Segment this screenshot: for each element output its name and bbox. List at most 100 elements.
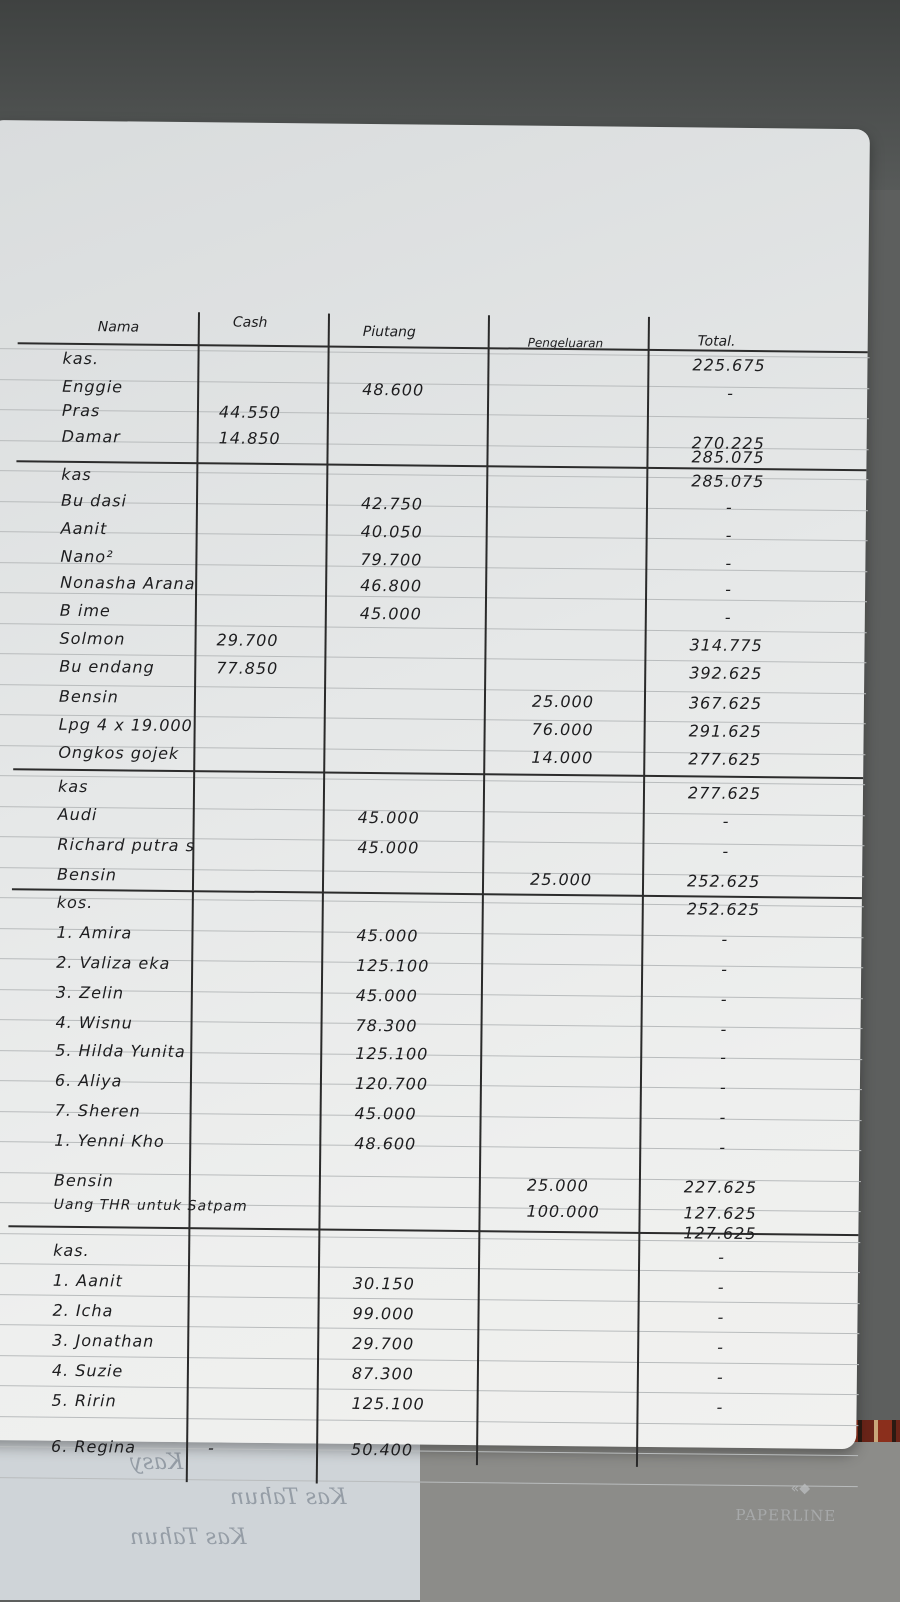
row-total: -	[722, 841, 730, 861]
row-name: Nonasha Arana	[60, 572, 196, 594]
row-pengeluaran: 76.000	[531, 719, 594, 740]
column-divider	[635, 316, 650, 1467]
ruled-line	[0, 1079, 862, 1091]
row-pengeluaran: 14.000	[531, 747, 594, 768]
row-name: 7. Sheren	[54, 1100, 141, 1121]
row-total: -	[722, 811, 730, 831]
row-name: 6. Regina	[51, 1436, 137, 1457]
row-piutang: 30.150	[352, 1273, 415, 1294]
row-name: kas.	[62, 348, 100, 369]
header-cash: Cash	[232, 314, 268, 331]
row-total: -	[717, 1337, 725, 1357]
row-name: Pras	[61, 400, 101, 421]
back-note-text: Kasy	[130, 1450, 184, 1475]
header-piutang: Piutang	[362, 323, 416, 341]
ruled-line	[0, 1415, 859, 1426]
ruled-line	[0, 1293, 860, 1304]
ruled-line	[0, 591, 868, 603]
ruled-line	[0, 988, 863, 999]
row-piutang: 45.000	[357, 807, 420, 828]
row-total: -	[725, 553, 733, 573]
row-name: 1. Aanit	[52, 1270, 123, 1291]
row-name: 2. Icha	[52, 1300, 114, 1321]
row-piutang: 50.400	[350, 1439, 414, 1460]
row-total: -	[718, 1247, 726, 1267]
row-name: B ime	[59, 600, 111, 621]
row-total: -	[721, 959, 729, 979]
back-note-text: Kas Tahun	[130, 1525, 247, 1550]
row-piutang: 99.000	[352, 1303, 415, 1324]
row-piutang: 48.600	[354, 1133, 417, 1154]
ruled-line	[0, 408, 869, 420]
brand-logo-icon: «◆	[790, 1480, 811, 1497]
ruled-line	[0, 1262, 860, 1274]
row-total: 227.625	[683, 1177, 758, 1198]
row-piutang: 87.300	[351, 1363, 414, 1384]
column-divider	[185, 312, 200, 1483]
row-total: -	[725, 579, 733, 599]
column-divider	[475, 315, 490, 1466]
row-total: -	[720, 1047, 728, 1067]
back-note-text: Kas Tahun	[230, 1485, 347, 1510]
row-name: Audi	[57, 804, 98, 825]
row-name: 3. Jonathan	[52, 1330, 155, 1351]
ruled-line	[0, 683, 867, 694]
header-total: Total.	[697, 333, 736, 350]
row-total: -	[725, 525, 733, 545]
row-cash: 77.850	[216, 658, 279, 679]
row-name: Uang THR untuk Satpam	[53, 1196, 248, 1215]
row-name: 4. Suzie	[51, 1360, 124, 1381]
row-piutang: 40.050	[360, 521, 423, 542]
row-total: -	[719, 1107, 727, 1127]
row-name: kos.	[56, 892, 94, 913]
row-total: -	[720, 1019, 728, 1039]
row-total: 252.625	[686, 871, 761, 892]
row-total: -	[727, 383, 735, 403]
section-divider	[17, 342, 868, 354]
row-piutang: 45.000	[354, 1103, 417, 1124]
row-name: 5. Hilda Yunita	[55, 1040, 186, 1062]
row-total: -	[725, 497, 733, 517]
row-name: Bu endang	[59, 656, 155, 677]
row-cash: 29.700	[216, 630, 279, 651]
row-piutang: 45.000	[356, 925, 419, 946]
row-piutang: 42.750	[360, 493, 424, 514]
row-piutang: 120.700	[354, 1073, 429, 1094]
ruled-line	[0, 805, 865, 816]
column-divider	[315, 313, 330, 1484]
ruled-line	[0, 530, 868, 542]
row-piutang: 45.000	[357, 837, 420, 858]
row-name: kas	[57, 776, 89, 797]
row-name: Damar	[61, 426, 121, 447]
row-name: Richard putra s	[57, 834, 196, 856]
row-name: 2. Valiza eka	[56, 952, 171, 973]
row-total: 367.625	[688, 693, 763, 714]
back-note-paper: Kasy Kas Tahun Kas Tahun	[0, 1440, 425, 1600]
ruled-line	[0, 622, 867, 633]
row-total: 127.625	[683, 1203, 757, 1224]
row-cash: -	[208, 1438, 215, 1458]
row-name: Lpg 4 x 19.000	[58, 714, 193, 736]
row-total: 314.775	[689, 635, 763, 656]
row-total: -	[716, 1397, 724, 1417]
row-name: kas.	[53, 1240, 90, 1261]
row-name: 3. Zelin	[55, 982, 125, 1003]
row-total: 285.075	[691, 471, 765, 492]
row-name: 6. Aliya	[54, 1070, 123, 1091]
row-pengeluaran: 25.000	[531, 691, 595, 712]
row-pengeluaran: 100.000	[526, 1201, 600, 1222]
row-name: Aanit	[60, 518, 108, 539]
row-piutang: 29.700	[352, 1333, 415, 1354]
row-name: Bu dasi	[60, 490, 128, 511]
row-piutang: 45.000	[359, 603, 422, 624]
ruled-line	[0, 378, 870, 389]
row-cash: 14.850	[218, 428, 281, 449]
row-piutang: 125.100	[351, 1393, 425, 1414]
header-name: Nama	[97, 319, 140, 336]
row-total: 291.625	[688, 721, 762, 742]
row-name: 1. Amira	[56, 922, 133, 943]
ruled-line	[0, 1354, 860, 1365]
ruled-line	[0, 561, 868, 572]
brand-logo: PAPERLINE	[735, 1505, 837, 1525]
row-total: -	[716, 1367, 724, 1387]
